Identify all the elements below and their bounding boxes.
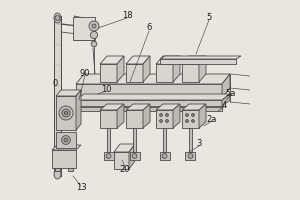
Circle shape <box>59 106 73 120</box>
Bar <box>160 152 170 160</box>
Circle shape <box>92 24 96 28</box>
Polygon shape <box>222 74 230 98</box>
Polygon shape <box>143 104 150 128</box>
Polygon shape <box>173 56 180 82</box>
Bar <box>163 128 166 152</box>
Bar <box>68 168 73 171</box>
Polygon shape <box>76 84 222 98</box>
Polygon shape <box>160 56 241 59</box>
Polygon shape <box>76 107 222 111</box>
Polygon shape <box>156 104 180 110</box>
Text: 5a: 5a <box>226 88 236 98</box>
Polygon shape <box>76 90 81 130</box>
Polygon shape <box>199 56 206 82</box>
Bar <box>189 128 192 152</box>
Polygon shape <box>126 56 150 64</box>
Text: 2a: 2a <box>207 114 217 123</box>
Bar <box>133 128 136 152</box>
Text: 13: 13 <box>76 184 86 192</box>
Polygon shape <box>56 90 81 96</box>
Text: 10: 10 <box>101 84 111 94</box>
Circle shape <box>55 16 60 20</box>
Circle shape <box>166 120 168 122</box>
Polygon shape <box>117 104 124 128</box>
Polygon shape <box>156 56 180 64</box>
Polygon shape <box>126 110 143 128</box>
Text: 18: 18 <box>122 10 132 20</box>
Polygon shape <box>56 132 76 148</box>
Polygon shape <box>52 150 76 168</box>
Polygon shape <box>100 110 117 128</box>
Circle shape <box>91 41 97 47</box>
Ellipse shape <box>54 13 61 23</box>
Text: 5: 5 <box>206 12 211 21</box>
Polygon shape <box>76 74 230 84</box>
Polygon shape <box>100 104 124 110</box>
Circle shape <box>64 111 68 115</box>
Bar <box>130 152 140 160</box>
Polygon shape <box>182 64 199 82</box>
Text: 0: 0 <box>52 79 58 88</box>
Circle shape <box>160 114 162 116</box>
Circle shape <box>186 114 188 116</box>
Polygon shape <box>199 104 206 128</box>
Polygon shape <box>76 100 222 106</box>
Circle shape <box>192 114 194 116</box>
Polygon shape <box>100 64 117 82</box>
Text: 6: 6 <box>146 22 152 31</box>
Text: 3: 3 <box>196 140 202 148</box>
Polygon shape <box>129 144 135 169</box>
Circle shape <box>188 154 193 158</box>
Circle shape <box>162 154 167 158</box>
Polygon shape <box>100 56 124 64</box>
Polygon shape <box>160 59 236 64</box>
Text: 4: 4 <box>221 100 226 110</box>
Polygon shape <box>182 110 199 128</box>
Polygon shape <box>76 94 230 100</box>
Polygon shape <box>156 110 173 128</box>
Bar <box>73 17 95 40</box>
Polygon shape <box>52 145 81 150</box>
Ellipse shape <box>54 169 61 179</box>
Polygon shape <box>54 16 61 176</box>
Circle shape <box>90 31 98 39</box>
Circle shape <box>166 114 168 116</box>
Circle shape <box>106 154 111 158</box>
Circle shape <box>160 120 162 122</box>
Polygon shape <box>56 96 76 130</box>
Polygon shape <box>182 56 206 64</box>
Polygon shape <box>143 56 150 82</box>
Polygon shape <box>173 104 180 128</box>
Circle shape <box>89 21 99 31</box>
Text: 90: 90 <box>80 68 90 77</box>
Polygon shape <box>117 56 124 82</box>
Bar <box>55 168 60 171</box>
Polygon shape <box>126 104 150 110</box>
Bar <box>107 128 110 152</box>
Polygon shape <box>156 64 173 82</box>
Circle shape <box>186 120 188 122</box>
Circle shape <box>192 120 194 122</box>
Polygon shape <box>182 104 206 110</box>
Circle shape <box>62 109 70 117</box>
Circle shape <box>132 154 137 158</box>
Circle shape <box>61 136 70 144</box>
Bar <box>185 152 196 160</box>
Polygon shape <box>222 94 230 106</box>
Polygon shape <box>114 152 129 169</box>
Circle shape <box>64 138 68 142</box>
Text: 20: 20 <box>120 164 130 173</box>
Bar <box>103 152 113 160</box>
Polygon shape <box>114 144 135 152</box>
Polygon shape <box>126 64 143 82</box>
